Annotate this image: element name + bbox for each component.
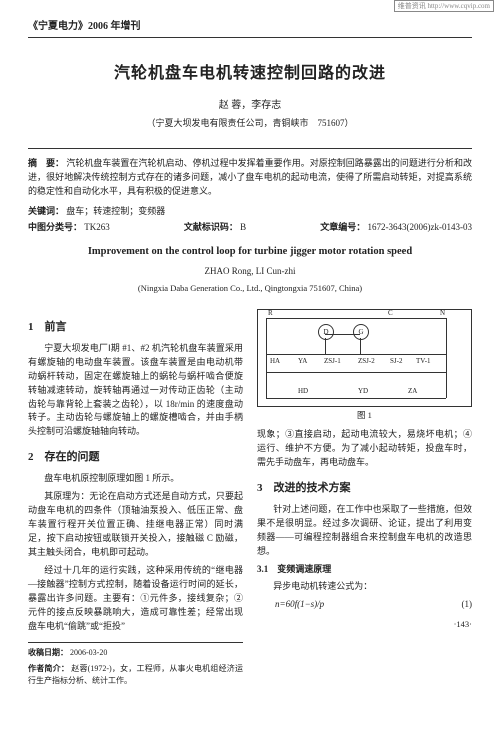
artno: 1672-3643(2006)zk-0143-03 [368,222,472,232]
section-2-p3: 经过十几年的运行实践，这种采用传统的“继电器—接触器”控制方式控制，随着设备运行… [28,564,243,634]
circ-node-D: D [318,324,334,340]
formula-number: (1) [462,598,473,612]
footer-block: 收稿日期： 2006-03-20 作者简介： 赵蓉(1972-)，女，工程师，从… [28,642,243,688]
figure-1-caption: 图 1 [257,409,472,422]
circ-label-HA: HA [270,356,280,367]
section-3-1-p1: 异步电动机转速公式为： [257,580,472,594]
abstract-label: 摘 要： [28,158,64,168]
authors-cn: 赵 蓉，李存志 [28,99,472,114]
page: 维普资讯 http://www.cqvip.com 《宁夏电力》2006 年增刊… [0,0,500,754]
source-stamp: 维普资讯 http://www.cqvip.com [394,0,494,12]
circ-label-N: N [440,308,445,319]
abstract-block: 摘 要： 汽轮机盘车装置在汽轮机启动、停机过程中发挥着重要作用。对原控制回路暴露… [28,148,472,199]
authors-en: ZHAO Rong, LI Cun-zhi [28,265,472,278]
doccode-label: 文献标识码： [184,222,238,232]
artno-block: 文章编号： 1672-3643(2006)zk-0143-03 [320,221,472,234]
section-3-1-head: 3.1 变频调速原理 [257,563,472,577]
received-line: 收稿日期： 2006-03-20 [28,647,243,659]
author-bio-label: 作者简介： [28,664,69,673]
two-column-body: 1 前言 宁夏大坝发电厂Ⅰ期 #1、#2 机汽轮机盘车装置采用有螺旋轴的电动盘车… [28,309,472,692]
author-bio-line: 作者简介： 赵蓉(1972-)，女，工程师，从事火电机组经济运行生产指标分析、统… [28,663,243,688]
affiliation-en: (Ningxia Daba Generation Co., Ltd., Qing… [28,282,472,294]
circ-label-YA: YA [298,356,307,367]
title-en: Improvement on the control loop for turb… [28,244,472,259]
journal-header: 《宁夏电力》2006 年增刊 [28,20,472,38]
section-1-p1: 宁夏大坝发电厂Ⅰ期 #1、#2 机汽轮机盘车装置采用有螺旋轴的电动盘车装置。该盘… [28,342,243,440]
keywords-block: 关键词： 盘车；转速控制；变频器 [28,205,472,218]
section-3-head: 3 改进的技术方案 [257,480,472,497]
title-cn: 汽轮机盘车电机转速控制回路的改进 [28,62,472,85]
class-label: 中图分类号： [28,222,82,232]
formula: n=60f(1−s)/p [257,598,324,612]
received-date: 2006-03-20 [70,648,107,657]
circ-label-YD: YD [358,386,368,397]
page-number: ·143· [257,618,472,631]
keywords-text: 盘车；转速控制；变频器 [66,206,165,216]
doccode: B [240,222,246,232]
left-column: 1 前言 宁夏大坝发电厂Ⅰ期 #1、#2 机汽轮机盘车装置采用有螺旋轴的电动盘车… [28,309,243,692]
section-2-p1: 盘车电机原控制原理如图 1 所示。 [28,472,243,486]
class-block: 中图分类号： TK263 [28,221,110,234]
circ-label-R: R [268,308,273,319]
right-column: R D G C N HA YA ZSJ-1 ZSJ-2 SJ-2 TV-1 HD… [257,309,472,692]
circ-node-G: G [353,324,369,340]
section-2-p2: 其原理为：无论在启动方式还是自动方式，只要起动盘车电机的四条件（顶轴油泵投入、低… [28,490,243,560]
section-1-head: 1 前言 [28,319,243,336]
class-no: TK263 [84,222,110,232]
keywords-label: 关键词： [28,206,64,216]
circ-label-ZA: ZA [408,386,417,397]
received-label: 收稿日期： [28,648,68,657]
section-2-head: 2 存在的问题 [28,449,243,466]
figure-1-circuit: R D G C N HA YA ZSJ-1 ZSJ-2 SJ-2 TV-1 HD… [257,309,472,407]
formula-row: n=60f(1−s)/p (1) [257,598,472,612]
doccode-block: 文献标识码： B [184,221,246,234]
circ-label-ZSJ2: ZSJ-2 [358,356,375,367]
affiliation-cn: （宁夏大坝发电有限责任公司，青铜峡市 751607） [28,117,472,130]
circ-label-ZSJ1: ZSJ-1 [324,356,341,367]
section-3-p1: 针对上述问题，在工作中也采取了一些措施，但效果不是很明显。经过多次调研、论证，提… [257,503,472,559]
circ-label-C: C [388,308,393,319]
circ-label-SJ2: SJ-2 [390,356,402,367]
abstract-text: 汽轮机盘车装置在汽轮机启动、停机过程中发挥着重要作用。对原控制回路暴露出的问题进… [28,158,472,196]
circ-label-HD: HD [298,386,308,397]
circ-label-TV: TV-1 [416,356,431,367]
classification-row: 中图分类号： TK263 文献标识码： B 文章编号： 1672-3643(20… [28,221,472,234]
right-continuation: 现象；③直接启动，起动电流较大，易烧坏电机；④运行、维护不方便。为了减小起动转矩… [257,428,472,470]
artno-label: 文章编号： [320,222,365,232]
